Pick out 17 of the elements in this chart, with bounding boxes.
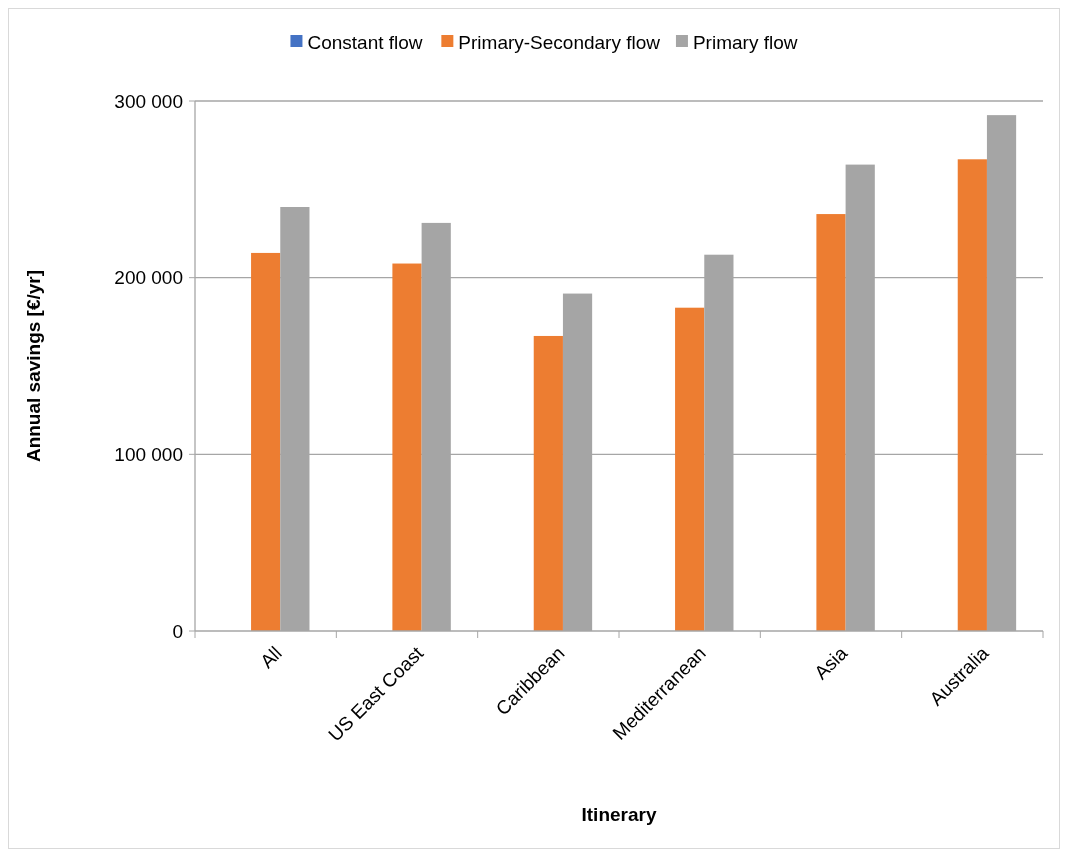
bar [251, 252, 281, 631]
y-tick-label: 200 000 [114, 267, 183, 289]
x-axis-title: Itinerary [581, 804, 657, 825]
bar [533, 335, 563, 631]
y-axis-title: Annual savings [€/yr] [23, 269, 44, 463]
y-tick-label: 300 000 [114, 90, 183, 112]
legend-label: Constant flow [307, 31, 423, 53]
x-tick-label: Asia [810, 642, 852, 684]
y-tick-label: 100 000 [114, 443, 183, 465]
bar [392, 263, 422, 631]
bar [957, 159, 987, 631]
legend-label: Primary flow [692, 31, 798, 53]
legend-label: Primary-Secondary flow [458, 31, 661, 53]
y-tick-label: 0 [172, 620, 183, 642]
bar [816, 214, 846, 631]
x-tick-label: All [256, 642, 286, 673]
bar [675, 307, 705, 631]
